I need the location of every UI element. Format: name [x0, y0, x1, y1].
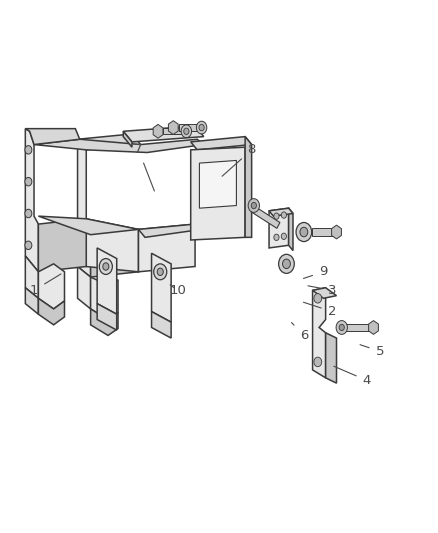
Circle shape	[25, 177, 32, 186]
Polygon shape	[152, 312, 171, 338]
Polygon shape	[313, 288, 336, 298]
Circle shape	[283, 259, 290, 269]
Polygon shape	[332, 225, 341, 239]
Text: 3: 3	[308, 284, 336, 297]
Polygon shape	[153, 124, 163, 138]
Polygon shape	[39, 264, 64, 309]
Polygon shape	[25, 128, 39, 272]
Polygon shape	[123, 126, 204, 142]
Text: 4: 4	[334, 366, 371, 387]
Circle shape	[196, 121, 207, 134]
Circle shape	[314, 294, 322, 303]
Circle shape	[248, 199, 259, 213]
Polygon shape	[369, 320, 378, 334]
Circle shape	[339, 324, 344, 330]
Text: 1: 1	[30, 274, 61, 297]
Circle shape	[281, 233, 286, 239]
Circle shape	[103, 263, 109, 270]
Text: 5: 5	[360, 345, 384, 358]
Polygon shape	[86, 219, 138, 272]
Circle shape	[25, 146, 32, 154]
Circle shape	[279, 254, 294, 273]
Text: 9: 9	[304, 265, 328, 278]
Polygon shape	[91, 229, 138, 277]
Polygon shape	[78, 139, 91, 277]
Polygon shape	[191, 136, 252, 150]
Polygon shape	[138, 224, 195, 272]
Polygon shape	[39, 219, 86, 272]
Polygon shape	[97, 248, 117, 314]
Polygon shape	[39, 298, 64, 325]
Polygon shape	[91, 309, 118, 335]
Polygon shape	[78, 266, 91, 309]
Polygon shape	[168, 120, 178, 134]
Polygon shape	[138, 224, 201, 237]
Text: 2: 2	[304, 302, 336, 318]
Polygon shape	[25, 288, 39, 314]
Polygon shape	[325, 333, 336, 383]
Text: 6: 6	[292, 322, 308, 342]
Polygon shape	[252, 207, 280, 228]
Polygon shape	[191, 147, 245, 240]
Circle shape	[157, 268, 163, 276]
Polygon shape	[97, 304, 117, 330]
Polygon shape	[163, 128, 184, 134]
Text: 8: 8	[222, 143, 256, 176]
Circle shape	[274, 234, 279, 240]
Circle shape	[251, 203, 256, 209]
Circle shape	[181, 125, 191, 138]
Circle shape	[99, 259, 113, 274]
Polygon shape	[123, 131, 132, 147]
Text: 10: 10	[169, 284, 186, 297]
Polygon shape	[245, 136, 252, 237]
Polygon shape	[269, 208, 289, 248]
Text: 7: 7	[134, 143, 154, 191]
Polygon shape	[91, 277, 118, 319]
Circle shape	[25, 209, 32, 217]
Polygon shape	[313, 288, 325, 378]
Circle shape	[274, 213, 279, 219]
Circle shape	[154, 264, 167, 280]
Polygon shape	[199, 160, 237, 208]
Circle shape	[336, 320, 347, 334]
Circle shape	[296, 222, 312, 241]
Polygon shape	[152, 253, 171, 322]
Polygon shape	[39, 216, 138, 235]
Circle shape	[25, 241, 32, 249]
Polygon shape	[34, 139, 204, 152]
Circle shape	[314, 357, 322, 367]
Circle shape	[281, 212, 286, 218]
Circle shape	[300, 227, 308, 237]
Polygon shape	[289, 208, 293, 251]
Circle shape	[199, 124, 204, 131]
Polygon shape	[179, 124, 199, 131]
Polygon shape	[343, 324, 371, 331]
Polygon shape	[312, 228, 334, 236]
Circle shape	[184, 128, 189, 134]
Polygon shape	[25, 256, 39, 298]
Polygon shape	[269, 208, 293, 216]
Polygon shape	[78, 134, 141, 150]
Polygon shape	[25, 128, 80, 144]
